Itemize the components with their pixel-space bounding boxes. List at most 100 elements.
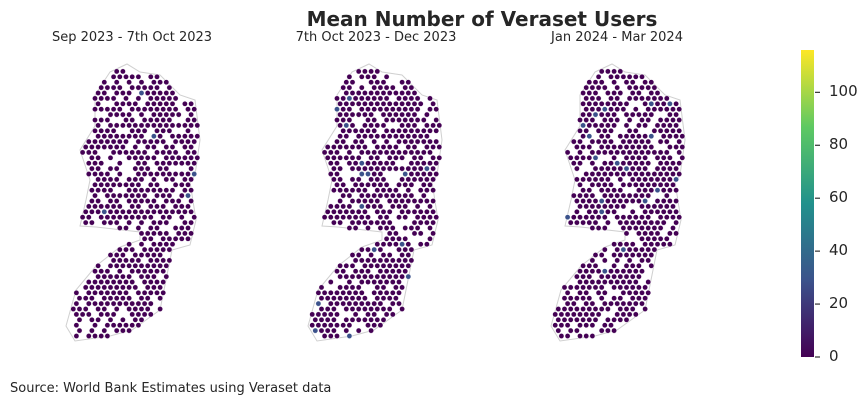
hex-cell <box>337 198 343 204</box>
hex-cell <box>589 214 596 220</box>
hex-cell <box>86 279 92 285</box>
hex-cell <box>120 101 126 107</box>
hex-cell <box>623 252 630 258</box>
hex-cell <box>126 295 132 302</box>
hex-cell <box>86 138 92 145</box>
hex-cell <box>352 160 359 166</box>
hex-cell <box>371 246 378 253</box>
hex-cell <box>147 235 154 242</box>
hex-cell <box>389 225 396 231</box>
hex-cell <box>365 322 371 329</box>
hex-cell <box>315 300 322 307</box>
hex-cell <box>583 106 590 112</box>
hex-cell <box>648 262 655 269</box>
hex-cell <box>605 122 611 129</box>
hex-cell <box>605 133 611 139</box>
hex-cell <box>414 171 421 177</box>
hex-cell <box>577 333 583 339</box>
hex-cell <box>349 101 356 107</box>
hex-cell <box>427 171 433 177</box>
hex-cell <box>377 246 384 253</box>
hex-cell <box>605 316 611 323</box>
hex-cell <box>633 74 639 80</box>
hex-cell <box>608 160 614 166</box>
hex-cell <box>651 225 658 231</box>
hex-cell <box>98 279 104 285</box>
hex-cell <box>605 90 611 96</box>
hex-cell <box>595 138 602 145</box>
hex-cell <box>626 311 633 318</box>
hex-cell <box>188 198 194 204</box>
hex-cell <box>383 138 390 145</box>
hex-cell <box>574 198 580 204</box>
hex-cell <box>623 316 630 323</box>
hex-cell <box>358 289 365 296</box>
hex-cell <box>151 198 157 204</box>
hex-cell <box>386 219 393 226</box>
hex-cell <box>623 262 630 269</box>
hex-cell <box>580 273 586 280</box>
hex-cell <box>340 322 347 329</box>
hex-cell <box>157 284 163 291</box>
hex-cell <box>374 133 381 139</box>
hex-cell <box>129 106 135 112</box>
hex-cell <box>191 171 197 177</box>
hex-cell <box>676 117 683 123</box>
hex-cell <box>151 111 157 118</box>
hex-cell <box>393 101 399 107</box>
hex-cell <box>608 149 614 156</box>
hex-cell <box>383 192 390 199</box>
hex-cell <box>657 214 664 220</box>
hex-cell <box>670 225 676 231</box>
hex-cell <box>188 154 194 161</box>
hex-cell <box>324 316 331 323</box>
hex-cell <box>169 154 176 161</box>
hex-cell <box>598 252 605 258</box>
hex-cell <box>144 144 151 150</box>
hex-cell <box>633 246 639 253</box>
hex-cell <box>132 316 139 323</box>
hex-cell <box>405 262 412 269</box>
hex-cell <box>399 198 405 204</box>
hex-cell <box>166 160 173 166</box>
hex-cell <box>138 208 145 215</box>
hex-cell <box>633 95 639 102</box>
hex-cell <box>642 154 648 161</box>
hex-cell <box>123 117 129 123</box>
hex-cell <box>141 268 148 275</box>
hex-cell <box>380 144 387 150</box>
hex-cell <box>365 117 371 123</box>
hex-cell <box>651 171 658 177</box>
hex-cell <box>349 154 356 161</box>
hex-cell <box>73 333 80 339</box>
hex-cell <box>417 154 424 161</box>
hex-cell <box>667 198 673 204</box>
hex-cell <box>368 165 374 172</box>
hex-cell <box>433 160 440 166</box>
hex-cell <box>629 306 636 312</box>
hex-cell <box>191 138 197 145</box>
hex-cell <box>608 181 614 188</box>
hex-cell <box>343 295 350 302</box>
hex-cell <box>331 165 337 172</box>
hex-cell <box>126 154 132 161</box>
hex-cell <box>602 214 608 220</box>
hex-cell <box>633 311 639 318</box>
hex-cell <box>602 127 608 134</box>
hex-cell <box>92 106 98 112</box>
hex-cell <box>346 149 353 156</box>
hex-cell <box>427 181 433 188</box>
hex-cell <box>383 257 390 264</box>
hex-cell <box>129 311 135 318</box>
hex-cell <box>614 300 621 307</box>
hex-cell <box>383 289 390 296</box>
hex-cell <box>340 127 347 134</box>
hex-cell <box>602 160 608 166</box>
hex-cell <box>147 106 154 112</box>
hex-cell <box>166 106 173 112</box>
hex-cell <box>98 289 104 296</box>
hex-cell <box>374 90 381 96</box>
hex-cell <box>620 311 627 318</box>
hex-cell <box>598 111 605 118</box>
